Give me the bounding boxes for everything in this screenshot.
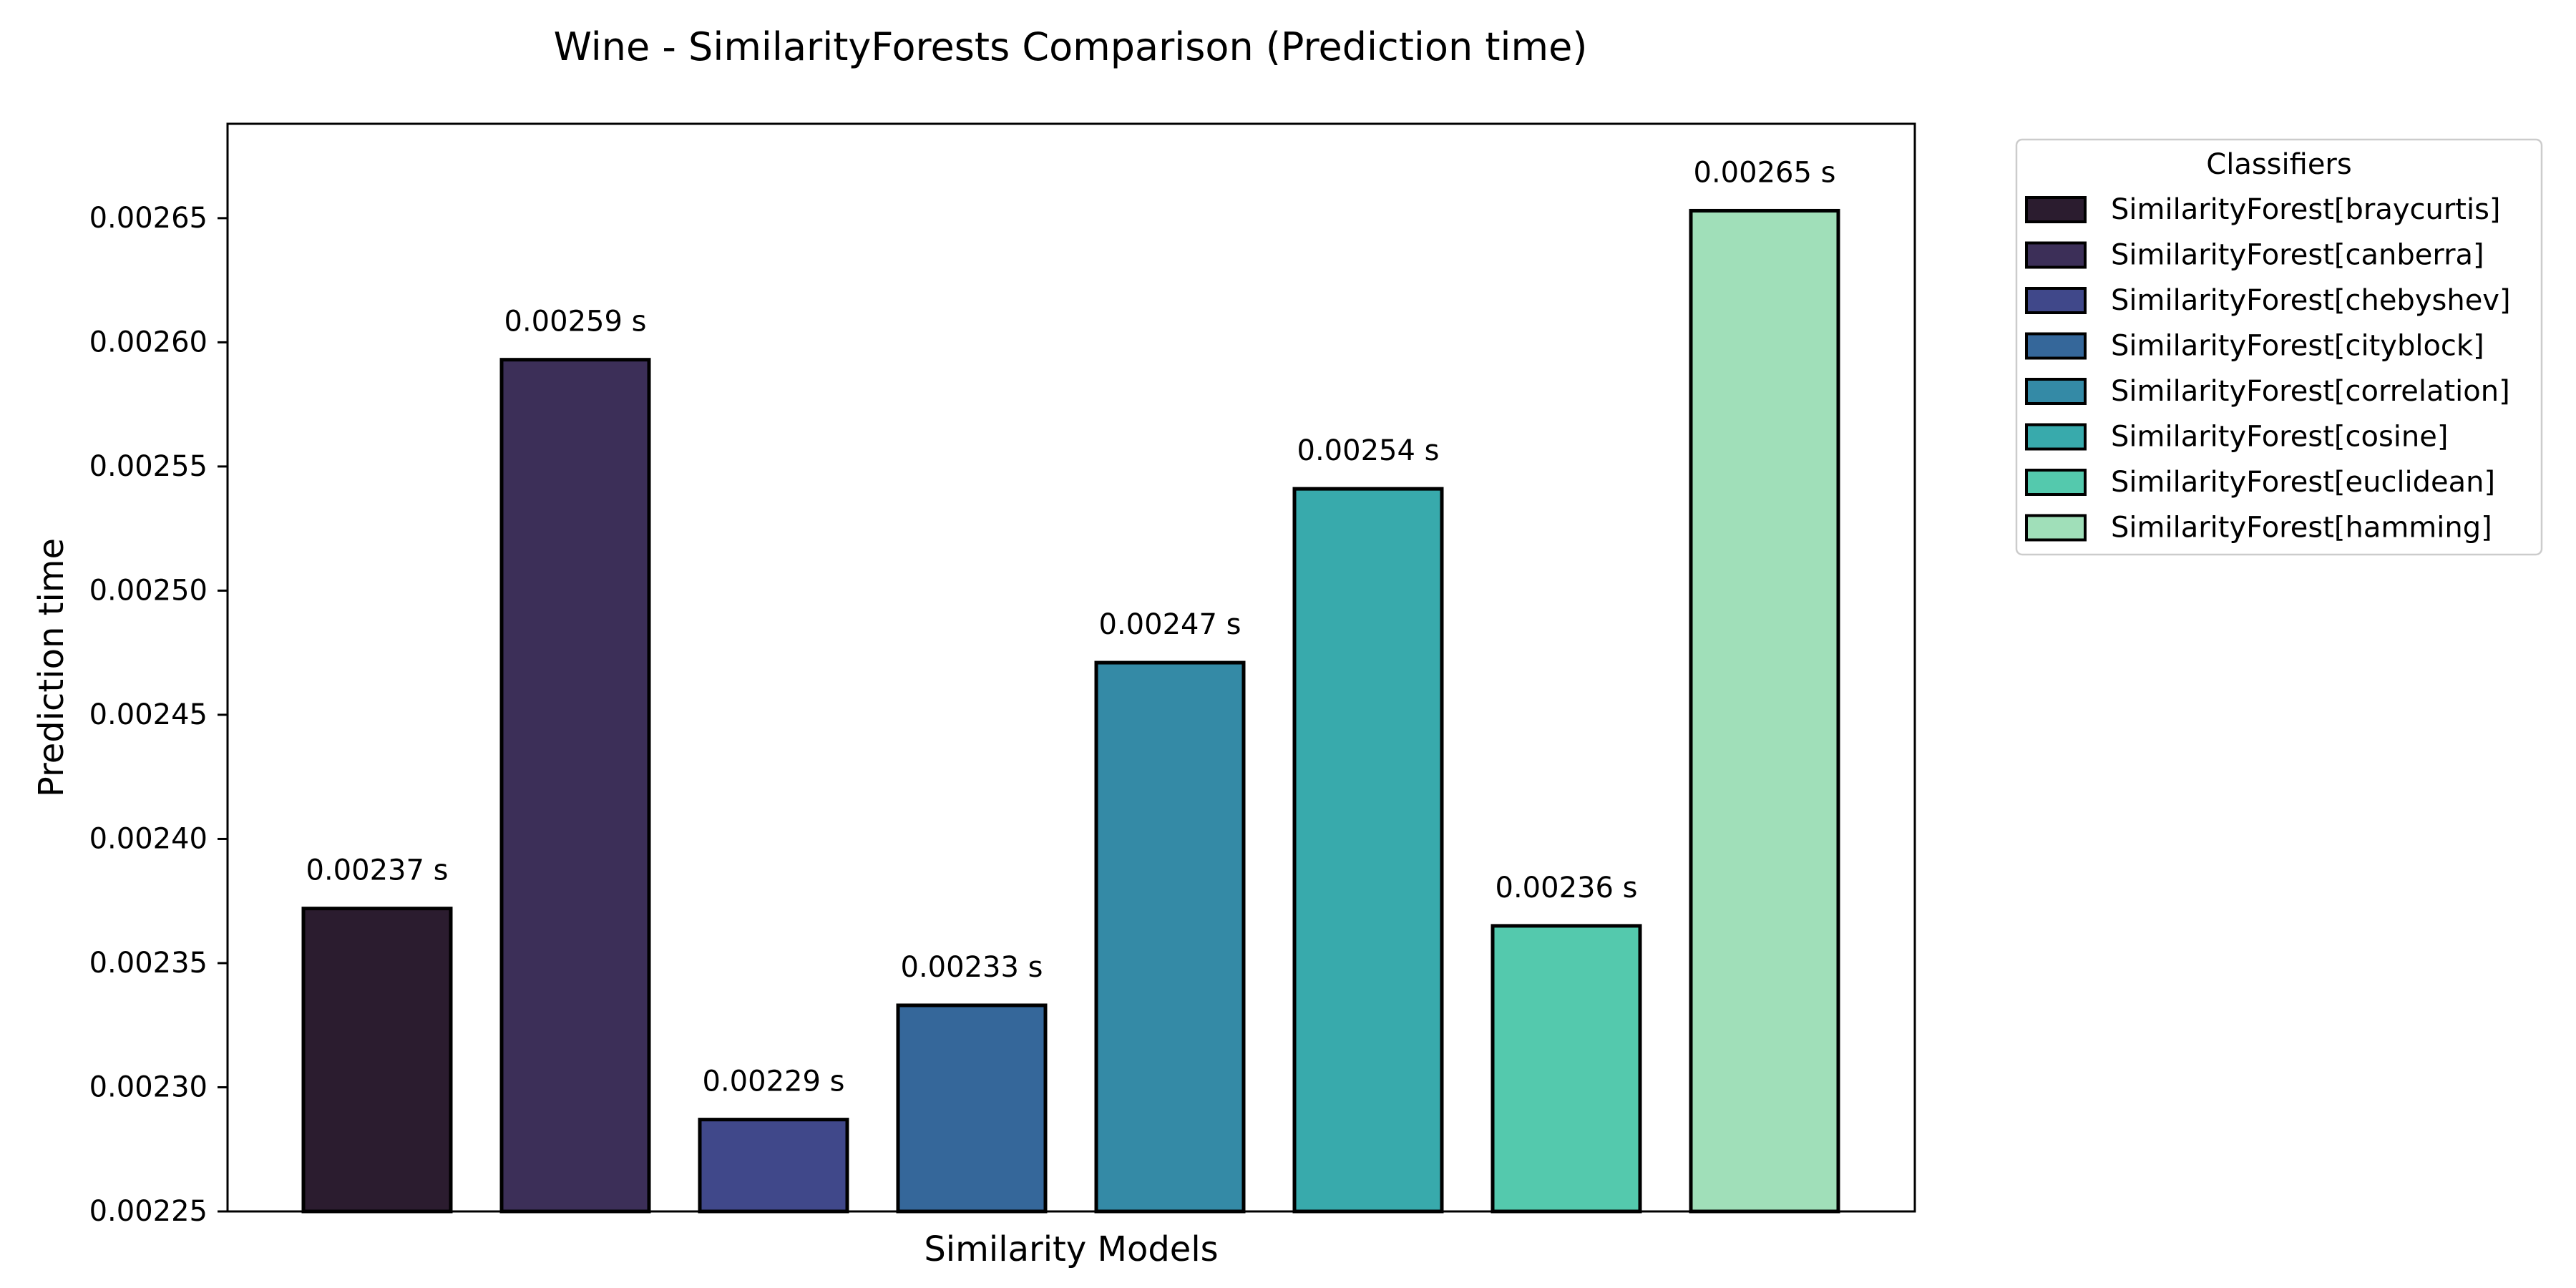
legend-swatch — [2025, 332, 2087, 360]
bar-1 — [499, 358, 651, 1214]
y-tick-label: 0.00230 — [89, 1070, 208, 1103]
chart-title: Wine - SimilarityForests Comparison (Pre… — [554, 24, 1588, 69]
y-tick-label: 0.00225 — [89, 1195, 208, 1228]
legend-item-label: SimilarityForest[cityblock] — [2111, 330, 2484, 363]
legend-item-label: SimilarityForest[canberra] — [2111, 239, 2484, 272]
x-axis-label: Similarity Models — [924, 1229, 1218, 1269]
plot-frame — [226, 122, 1916, 1213]
bar-value-label: 0.00254 s — [1297, 434, 1440, 467]
bar-value-label: 0.00236 s — [1496, 872, 1638, 904]
legend-item-label: SimilarityForest[chebyshev] — [2111, 284, 2511, 317]
legend-swatch — [2025, 469, 2087, 496]
legend-item-label: SimilarityForest[cosine] — [2111, 421, 2448, 454]
y-tick-label: 0.00240 — [89, 822, 208, 855]
bar-7 — [1689, 208, 1840, 1214]
bar-5 — [1292, 487, 1444, 1214]
y-tick-label: 0.00235 — [89, 947, 208, 980]
legend-item-label: SimilarityForest[braycurtis] — [2111, 193, 2501, 226]
bar-2 — [698, 1118, 849, 1214]
bar-value-label: 0.00229 s — [703, 1065, 845, 1098]
y-tick-label: 0.00250 — [89, 574, 208, 607]
legend-swatch — [2025, 241, 2087, 269]
y-tick-label: 0.00260 — [89, 326, 208, 358]
legend-swatch — [2025, 287, 2087, 314]
y-tick-label: 0.00255 — [89, 450, 208, 483]
legend-item-label: SimilarityForest[hamming] — [2111, 512, 2492, 545]
bar-value-label: 0.00247 s — [1099, 608, 1241, 641]
plot-area: 0.00237 s 0.00259 s 0.00229 s 0.00233 s 0.00… — [301, 156, 1840, 1214]
legend-swatch — [2025, 423, 2087, 451]
legend-title: Classifiers — [2206, 148, 2351, 181]
y-tick-label: 0.00245 — [89, 698, 208, 731]
bar-value-label: 0.00237 s — [306, 854, 449, 887]
bar-6 — [1491, 924, 1642, 1214]
bar-3 — [896, 1003, 1048, 1214]
legend-item-label: SimilarityForest[euclidean] — [2111, 466, 2495, 499]
legend-swatch — [2025, 378, 2087, 405]
y-axis: 0.00225 0.00230 0.00235 0.00240 0.00245 0.002… — [89, 202, 228, 1228]
legend-swatch — [2025, 514, 2087, 542]
bar-0 — [301, 907, 453, 1214]
bar-4 — [1094, 660, 1246, 1214]
bar-value-label: 0.00233 s — [901, 951, 1043, 984]
y-tick-label: 0.00265 — [89, 202, 208, 235]
bar-value-label: 0.00259 s — [504, 306, 647, 338]
legend-item-label: SimilarityForest[correlation] — [2111, 375, 2510, 408]
legend: Classifiers SimilarityForest[braycurtis]… — [2015, 138, 2543, 556]
legend-frame — [2015, 138, 2543, 556]
y-axis-label: Prediction time — [31, 538, 72, 797]
legend-swatch — [2025, 196, 2087, 223]
bar-value-label: 0.00265 s — [1694, 156, 1836, 189]
